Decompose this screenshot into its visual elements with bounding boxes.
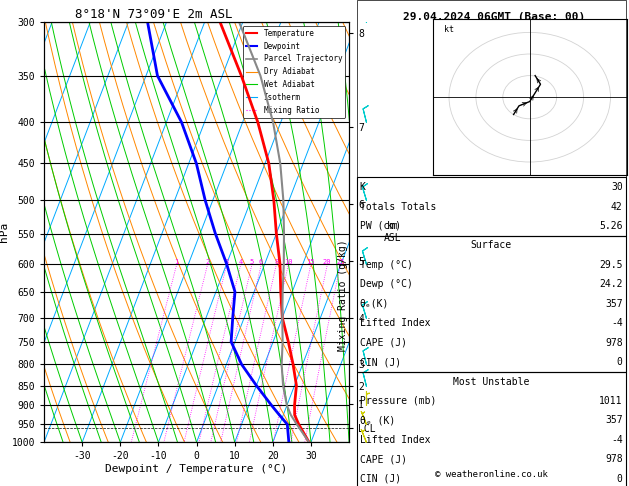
Text: 2: 2: [205, 259, 209, 265]
Text: 29.5: 29.5: [599, 260, 623, 270]
Text: 357: 357: [605, 416, 623, 425]
Text: 0: 0: [617, 474, 623, 484]
Text: 8°18'N 73°09'E 2m ASL: 8°18'N 73°09'E 2m ASL: [74, 8, 232, 21]
Text: 20: 20: [323, 259, 331, 265]
Text: Pressure (mb): Pressure (mb): [360, 396, 436, 406]
Text: kt: kt: [443, 25, 454, 35]
Text: Dewp (°C): Dewp (°C): [360, 279, 413, 289]
Text: Temp (°C): Temp (°C): [360, 260, 413, 270]
Text: θₑ (K): θₑ (K): [360, 416, 395, 425]
Text: 8: 8: [274, 259, 278, 265]
Legend: Temperature, Dewpoint, Parcel Trajectory, Dry Adiabat, Wet Adiabat, Isotherm, Mi: Temperature, Dewpoint, Parcel Trajectory…: [243, 26, 345, 118]
Text: 15: 15: [306, 259, 315, 265]
Text: © weatheronline.co.uk: © weatheronline.co.uk: [435, 469, 548, 479]
Text: -4: -4: [611, 435, 623, 445]
Text: Totals Totals: Totals Totals: [360, 202, 436, 211]
Text: 30: 30: [611, 182, 623, 192]
Text: 24.2: 24.2: [599, 279, 623, 289]
Text: K: K: [360, 182, 365, 192]
Text: Mixing Ratio (g/kg): Mixing Ratio (g/kg): [338, 239, 348, 351]
Text: Most Unstable: Most Unstable: [453, 377, 530, 386]
Text: Surface: Surface: [470, 241, 512, 250]
Text: 29.04.2024 06GMT (Base: 00): 29.04.2024 06GMT (Base: 00): [403, 12, 585, 22]
Text: CIN (J): CIN (J): [360, 474, 401, 484]
Text: 4: 4: [238, 259, 243, 265]
Text: -4: -4: [611, 318, 623, 328]
Text: 0: 0: [617, 357, 623, 367]
Text: 5: 5: [250, 259, 254, 265]
Text: 6: 6: [259, 259, 264, 265]
Text: 5.26: 5.26: [599, 221, 623, 231]
Text: 978: 978: [605, 338, 623, 347]
Text: 10: 10: [284, 259, 292, 265]
Text: Lifted Index: Lifted Index: [360, 435, 430, 445]
X-axis label: Dewpoint / Temperature (°C): Dewpoint / Temperature (°C): [106, 464, 287, 474]
Y-axis label: km
ASL: km ASL: [384, 221, 401, 243]
Text: CAPE (J): CAPE (J): [360, 454, 407, 464]
Text: 25: 25: [336, 259, 345, 265]
Text: Lifted Index: Lifted Index: [360, 318, 430, 328]
Text: θₑ(K): θₑ(K): [360, 299, 389, 309]
Text: 357: 357: [605, 299, 623, 309]
Text: 42: 42: [611, 202, 623, 211]
Text: CAPE (J): CAPE (J): [360, 338, 407, 347]
Text: 1: 1: [174, 259, 179, 265]
Text: PW (cm): PW (cm): [360, 221, 401, 231]
Text: 978: 978: [605, 454, 623, 464]
Text: CIN (J): CIN (J): [360, 357, 401, 367]
Text: 1011: 1011: [599, 396, 623, 406]
Y-axis label: hPa: hPa: [0, 222, 9, 242]
Text: 3: 3: [225, 259, 229, 265]
